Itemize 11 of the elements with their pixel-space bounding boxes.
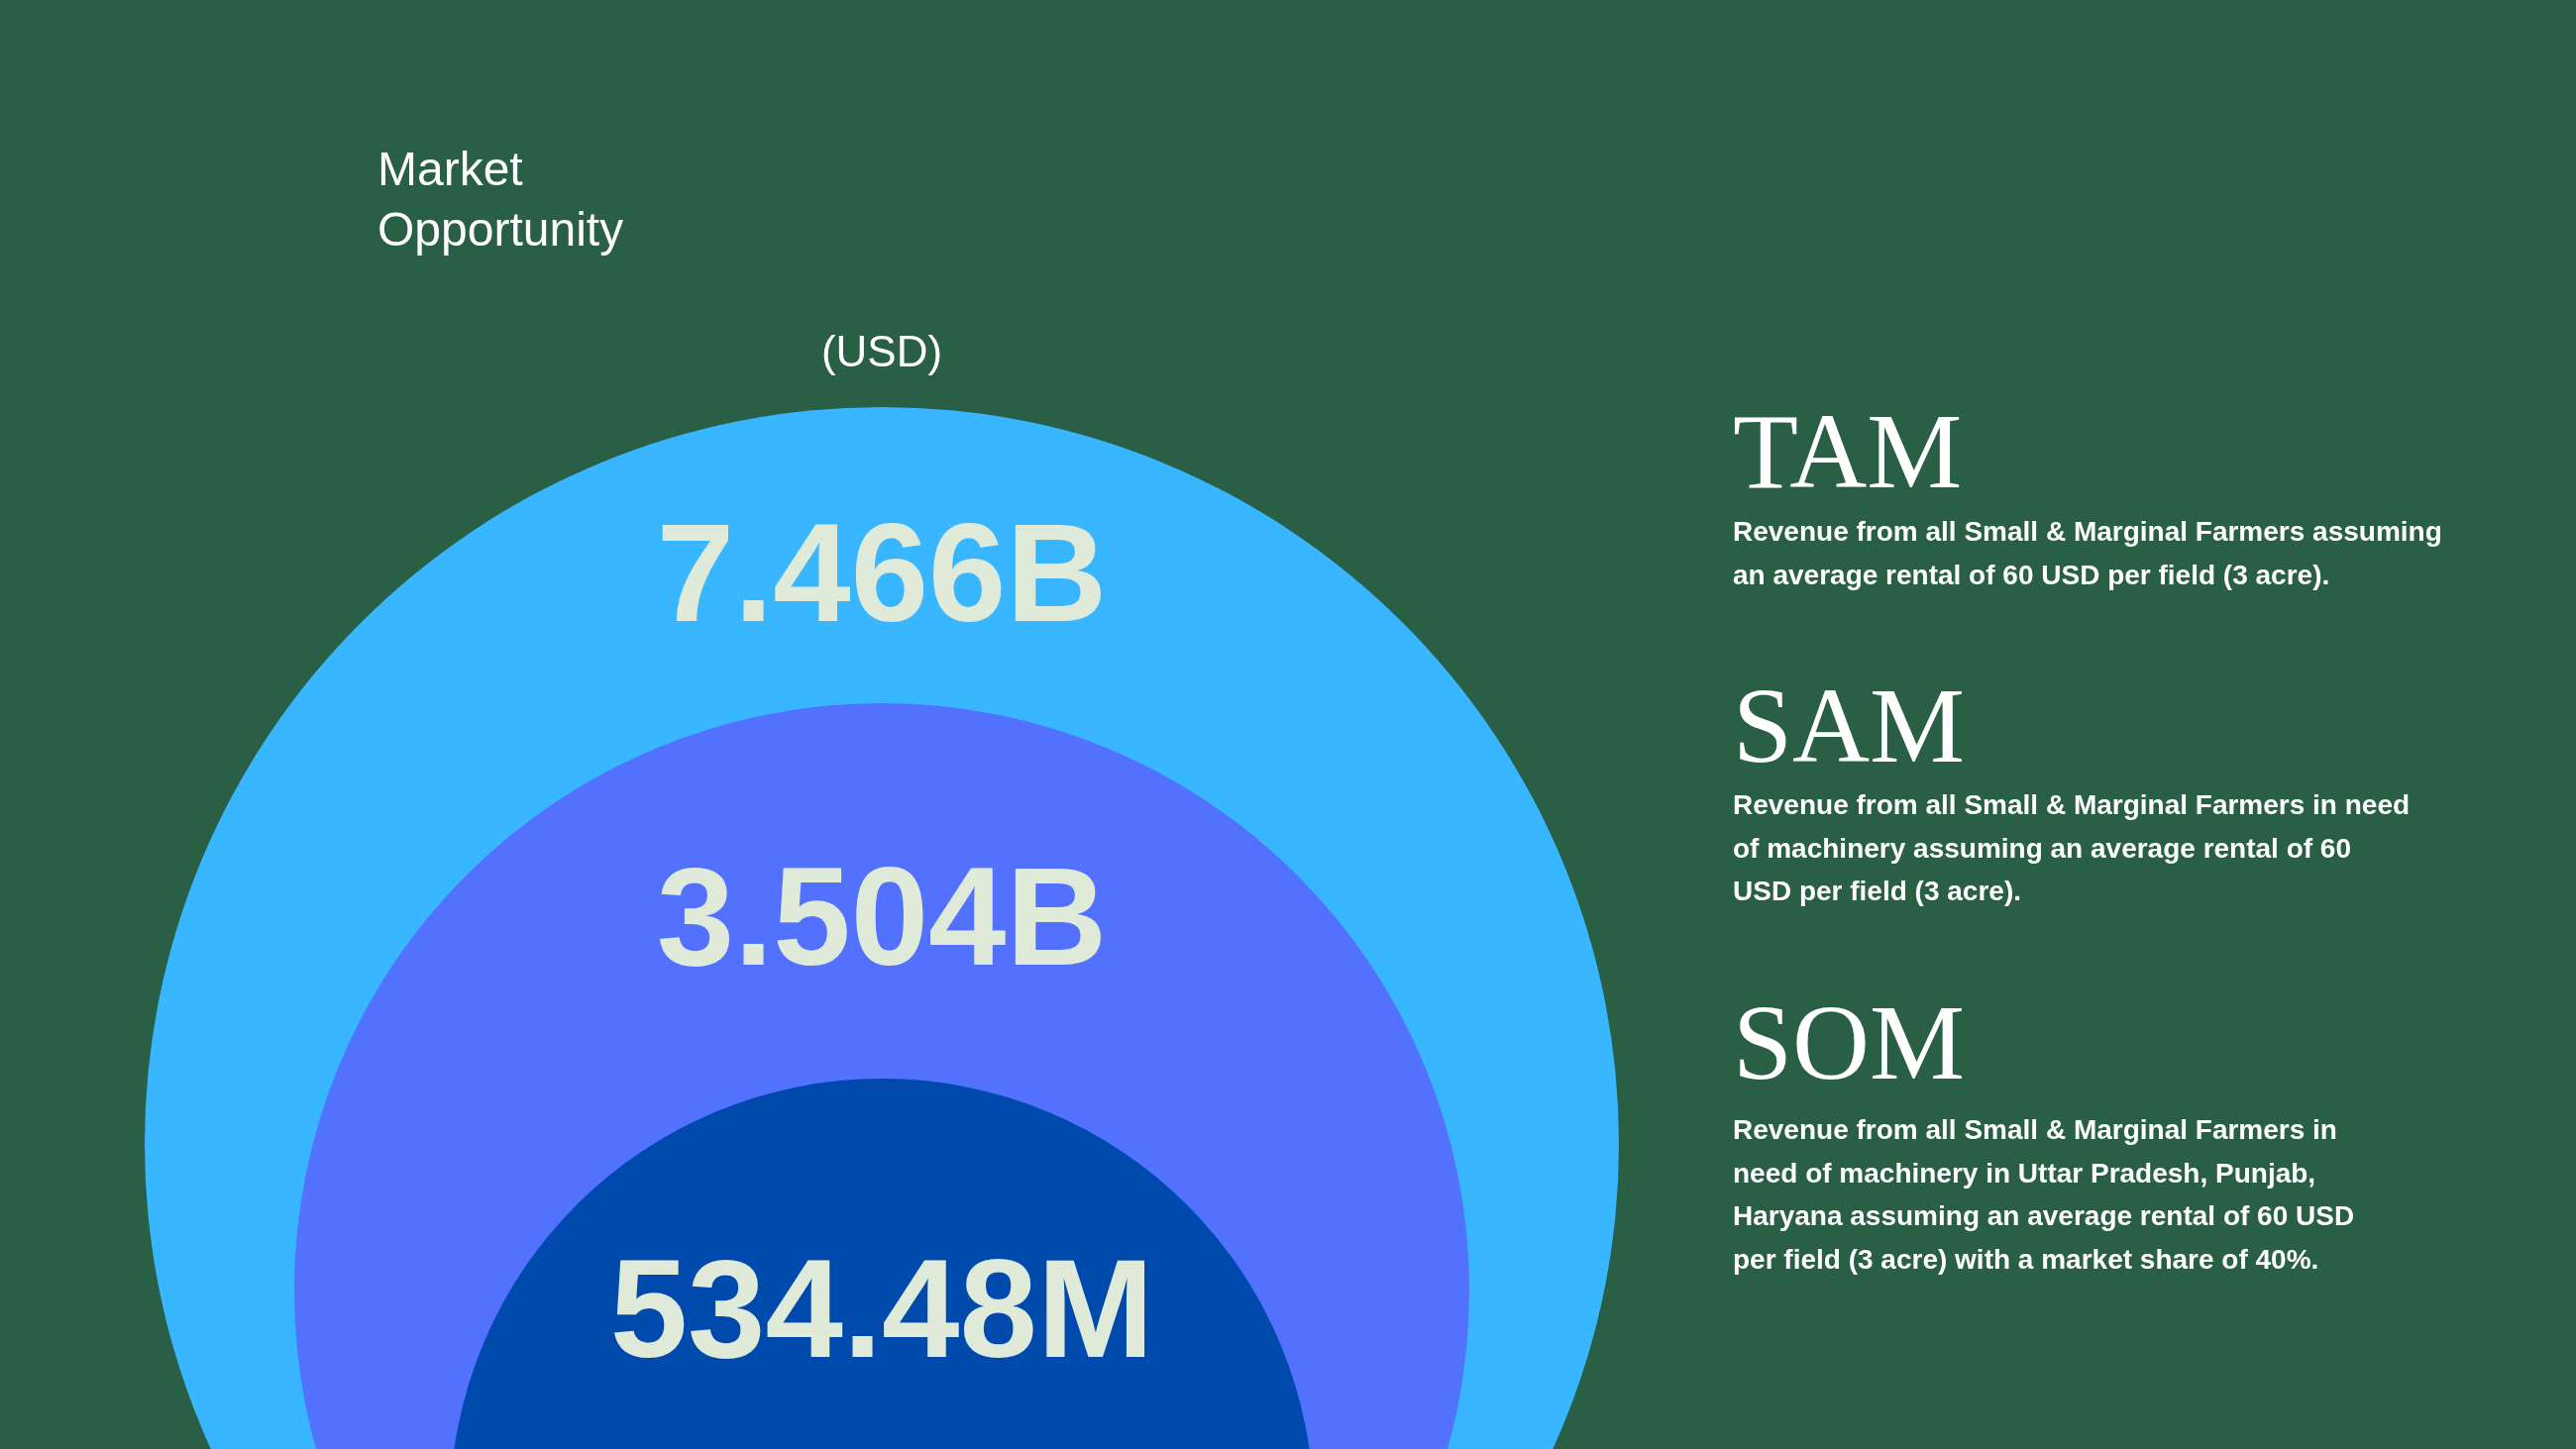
data-label: 3.504B [656, 838, 1108, 994]
category-label: SOM [1733, 983, 1966, 1101]
text: Revenue from all Small & Marginal Farmers in need of machinery in Uttar Pradesh, Punjab, Haryana assuming an average rental of 60 USD per field (3 acre) with a market share of 40%. [1733, 1114, 2355, 1275]
text: Revenue from all Small & Marginal Farmers assuming an average rental of 60 USD per field (3 acre). [1733, 516, 2442, 590]
data-label: 7.466B [656, 494, 1108, 651]
category-label: SAM [1733, 667, 1966, 784]
text: Revenue from all Small & Marginal Farmers in need of machinery assuming an average rental of 60 USD per field (3 acre). [1733, 789, 2411, 906]
category-label: TAM [1733, 392, 1963, 510]
data-label: 534.48M [609, 1230, 1154, 1387]
text: Market Opportunity [377, 143, 624, 256]
text: (USD) [820, 327, 943, 375]
